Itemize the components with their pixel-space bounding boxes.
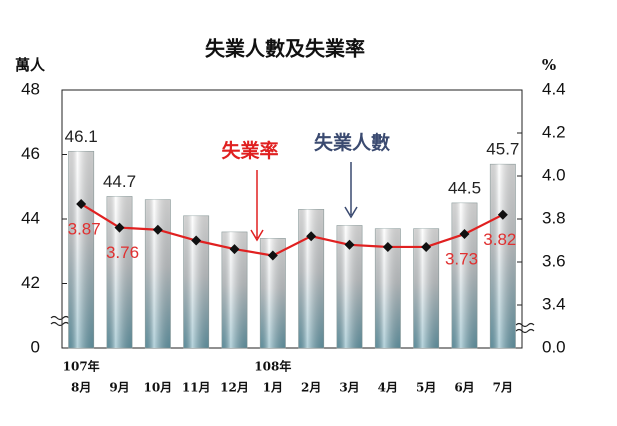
bar-shade — [145, 199, 171, 348]
marker — [382, 241, 393, 252]
data-label: 3.87 — [68, 219, 101, 238]
x-tick-label: 3月 — [339, 381, 359, 395]
year-label: 107年 — [63, 359, 100, 374]
axis-break — [50, 315, 535, 334]
bar-shade — [106, 196, 133, 348]
line — [80, 203, 504, 257]
y-tick-label: 46 — [21, 144, 40, 163]
y-tick-label: 4.2 — [542, 122, 566, 141]
marker — [76, 198, 87, 209]
data-label: 46.1 — [65, 127, 98, 146]
marker — [191, 235, 202, 246]
x-tick-label: 8月 — [71, 381, 91, 395]
marker — [421, 241, 432, 252]
bar-shade — [451, 202, 478, 348]
y-tick-label: 44 — [21, 208, 40, 227]
x-tick-label: 11月 — [182, 381, 211, 395]
x-tick-label: 6月 — [454, 381, 474, 395]
marker — [344, 239, 355, 250]
annotation: 失業率 — [221, 139, 278, 162]
data-label: 3.82 — [483, 230, 516, 249]
y-tick-label: 4.0 — [542, 165, 566, 184]
y-tick-label: 42 — [21, 273, 40, 292]
x-tick-label: 4月 — [378, 381, 398, 395]
y-axis-label: 萬人 — [15, 56, 46, 74]
year-label: 108年 — [254, 359, 291, 374]
chart-title: 失業人數及失業率 — [205, 37, 365, 61]
plot: 0 42 44 46 48 0.0 3.4 3.6 3.8 4.0 4.2 4.4 8月 107年 9月 10… — [21, 79, 566, 394]
break-mark — [515, 322, 535, 334]
marker — [459, 229, 470, 240]
marker — [152, 224, 163, 235]
data-label: 45.7 — [486, 140, 519, 159]
y-tick-label: 4.4 — [542, 79, 566, 98]
y-tick-label: 3.4 — [542, 294, 566, 313]
marker — [306, 231, 317, 242]
x-tick-label: 12月 — [220, 381, 249, 395]
data-label: 3.76 — [106, 243, 139, 262]
x-tick-label: 1月 — [263, 381, 283, 395]
annotation: 失業人數 — [314, 131, 390, 154]
data-label: 44.5 — [448, 178, 481, 197]
bar-shade — [68, 151, 94, 348]
y-tick-label: 0 — [31, 337, 40, 356]
bar-shade — [298, 209, 324, 348]
bar-shade — [490, 164, 516, 348]
annotation-arrow — [344, 162, 358, 219]
data-label: 3.73 — [445, 250, 478, 269]
y-tick-label: 48 — [21, 79, 40, 98]
x-tick-label: 5月 — [416, 381, 436, 395]
x-tick-label: 10月 — [143, 381, 172, 395]
marker — [114, 222, 125, 233]
data-label: 44.7 — [103, 172, 136, 191]
x-tick-label: 2月 — [301, 381, 321, 395]
marker — [497, 209, 508, 220]
marker — [267, 250, 278, 261]
y-tick-label: 0.0 — [542, 337, 566, 356]
x-tick-label: 7月 — [493, 381, 513, 395]
y-tick-label: 3.8 — [542, 208, 566, 227]
x-tick-label: 9月 — [109, 381, 129, 395]
break-mark — [50, 315, 70, 327]
y-tick-label: 3.6 — [542, 251, 566, 270]
marker — [229, 244, 240, 255]
y2-axis-label: % — [542, 56, 556, 74]
annotation-arrow — [250, 170, 264, 242]
